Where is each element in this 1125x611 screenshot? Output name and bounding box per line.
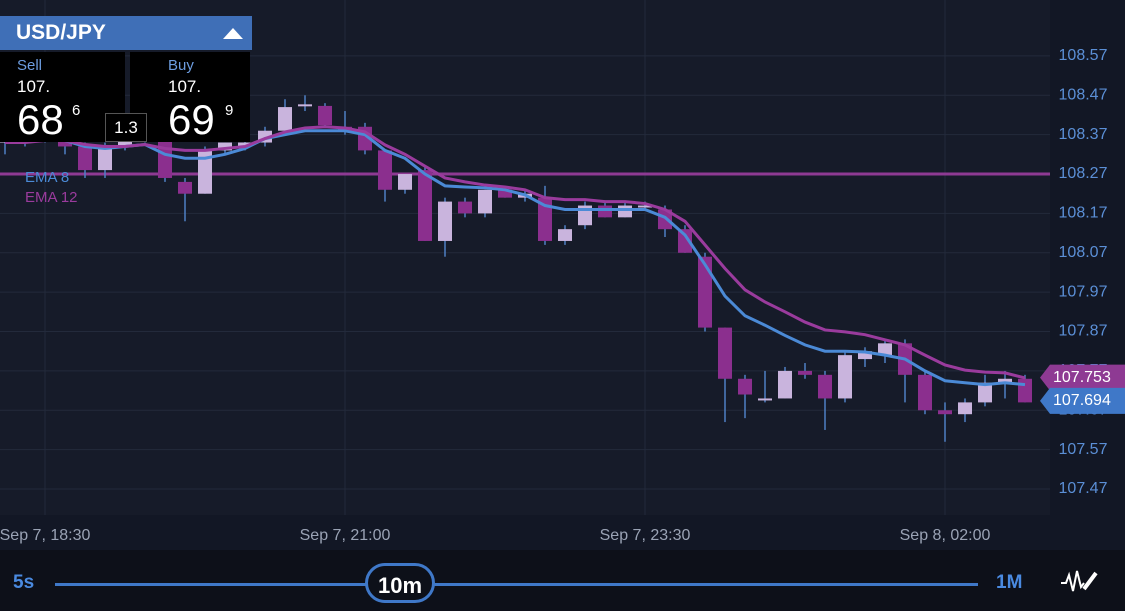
- candle-body: [778, 370, 792, 399]
- buy-label: Buy: [168, 57, 194, 74]
- ema-line: [4, 129, 1026, 387]
- buy-prefix: 107.: [168, 77, 202, 96]
- ema-line: [5, 125, 1026, 380]
- timeframe-min[interactable]: 5s: [13, 572, 35, 593]
- buy-button[interactable]: Buy 107. 69 9: [130, 52, 250, 143]
- y-tick-label: 108.17: [1059, 205, 1108, 222]
- candle-body: [258, 130, 272, 143]
- candle-body: [618, 205, 632, 218]
- y-tick-label: 108.57: [1059, 47, 1108, 64]
- candle-body: [838, 355, 852, 399]
- axis-background: [1050, 0, 1125, 550]
- draw-icon[interactable]: [1060, 567, 1100, 597]
- sell-pips: 68: [17, 96, 64, 143]
- x-tick-label: Sep 7, 23:30: [600, 527, 691, 544]
- candle-body: [798, 370, 812, 375]
- candle-body: [298, 104, 312, 107]
- sell-button[interactable]: Sell 107. 68 6: [0, 52, 125, 143]
- candle-body: [58, 138, 72, 147]
- timeframe-slider[interactable]: [55, 583, 978, 586]
- candle-body: [378, 150, 392, 190]
- candle-body: [998, 378, 1012, 383]
- x-tick-label: Sep 7, 21:00: [300, 527, 391, 544]
- candle-body: [698, 256, 712, 328]
- timeframe-current[interactable]: 10m: [365, 563, 435, 603]
- legend-entry: EMA 12: [25, 189, 78, 206]
- candle-body: [918, 374, 932, 411]
- candle-body: [598, 205, 612, 218]
- y-tick-label: 107.47: [1059, 480, 1108, 497]
- candle-body: [98, 146, 112, 171]
- buy-pips: 69: [168, 96, 215, 143]
- price-tag-label: 107.694: [1053, 392, 1111, 409]
- candle-body: [858, 351, 872, 360]
- spread: 1.3: [105, 113, 147, 142]
- candle-body: [558, 229, 572, 241]
- buy-frac: 9: [225, 102, 234, 119]
- candle-body: [158, 138, 172, 178]
- candle-body: [78, 146, 92, 171]
- sell-label: Sell: [17, 57, 43, 74]
- candle-body: [738, 378, 752, 395]
- candle-body: [638, 205, 652, 208]
- y-tick-label: 108.27: [1059, 165, 1108, 182]
- candle-body: [318, 105, 332, 126]
- candle-body: [218, 142, 232, 151]
- candle-body: [478, 189, 492, 214]
- candle-body: [958, 402, 972, 415]
- candle-body: [178, 181, 192, 194]
- quote-panel: USD/JPY Sell 107. 68 6 Buy 107. 69 9 1.3: [0, 16, 252, 143]
- pair-header[interactable]: USD/JPY: [0, 16, 252, 50]
- price-tag: [1040, 387, 1125, 414]
- axis-background: [0, 515, 1050, 550]
- candle-body: [458, 201, 472, 214]
- legend-entry: EMA 8: [25, 169, 69, 186]
- y-tick-label: 107.57: [1059, 441, 1108, 458]
- sell-frac: 6: [72, 102, 81, 119]
- x-tick-label: Sep 7, 18:30: [0, 527, 90, 544]
- candle-body: [538, 197, 552, 241]
- price-tag: [1040, 364, 1125, 391]
- y-tick-label: 108.37: [1059, 126, 1108, 143]
- timeframe-bar: 5s 10m 1M: [0, 550, 1125, 611]
- candle-body: [878, 343, 892, 356]
- candle-body: [278, 107, 292, 131]
- candle-body: [498, 189, 512, 198]
- collapse-icon: [223, 28, 243, 39]
- chart: 108.57 108.47 108.37 108.27 108.17 108.07 107.…: [0, 0, 1125, 550]
- x-tick-label: Sep 8, 02:00: [900, 527, 991, 544]
- candle-body: [398, 174, 412, 190]
- candle-body: [758, 398, 772, 401]
- candle-body: [418, 170, 432, 241]
- candle-body: [238, 142, 252, 147]
- y-tick-label: 107.87: [1059, 323, 1108, 340]
- candle-body: [198, 150, 212, 194]
- candle-body: [1018, 378, 1032, 403]
- candle-body: [938, 410, 952, 415]
- sell-prefix: 107.: [17, 77, 51, 96]
- plot: [0, 0, 1050, 515]
- pair: USD/JPY: [16, 21, 106, 44]
- candle-body: [978, 382, 992, 403]
- price-tag-label: 107.753: [1053, 369, 1111, 386]
- candle-body: [678, 229, 692, 253]
- candle-body: [438, 201, 452, 241]
- y-tick-label: 108.07: [1059, 244, 1108, 261]
- timeframe-max[interactable]: 1M: [996, 572, 1023, 593]
- y-tick-label: 108.47: [1059, 87, 1108, 104]
- candle-body: [818, 374, 832, 399]
- candle-body: [718, 327, 732, 379]
- y-tick-label: 107.97: [1059, 283, 1108, 300]
